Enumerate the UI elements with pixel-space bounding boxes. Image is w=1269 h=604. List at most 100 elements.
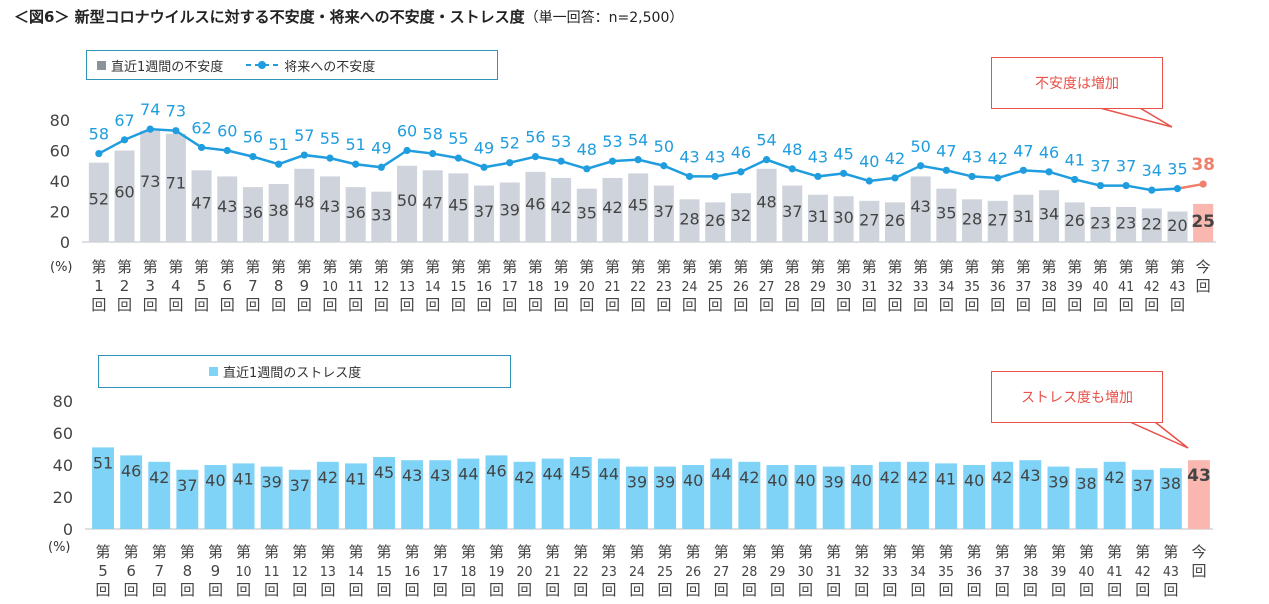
top-bar-data-label: 50 [397,191,417,210]
bottom-bar [1159,468,1182,529]
bottom-category-label: 第 34 回 [910,543,926,599]
legend-label-anxiety: 直近1週間の不安度 [111,59,224,75]
future-anxiety-data-label: 74 [140,100,160,119]
future-anxiety-point [326,154,334,162]
future-anxiety-data-label: 67 [114,111,134,130]
bottom-bar-data-label: 42 [880,468,900,487]
top-bar [576,188,597,242]
top-bar-data-label: 60 [114,183,134,202]
top-bar [1064,202,1085,242]
future-anxiety-data-label: 52 [500,134,520,153]
top-bar [88,162,109,242]
top-category-label: 第 10 回 [322,258,338,314]
top-bar-data-label: 38 [268,201,288,220]
future-anxiety-point [531,153,540,161]
top-bar [756,168,777,242]
bottom-category-label: 第 27 回 [713,543,729,599]
bottom-bar-data-label: 43 [430,466,450,485]
future-anxiety-data-label: 50 [654,137,674,156]
future-anxiety-data-label: 37 [1116,157,1136,176]
top-bar [448,173,469,242]
bottom-bar [935,463,958,529]
bottom-bar-data-label: 41 [346,469,366,488]
bottom-bar [148,461,171,529]
future-anxiety-data-label: 55 [448,129,468,148]
top-category-label: 第 14 回 [425,258,441,314]
bottom-bar-data-label: 44 [542,465,562,484]
top-bar-data-label: 47 [191,194,211,213]
bottom-category-label: 第 43 回 [1163,543,1179,599]
top-bar-data-label: 71 [166,173,186,192]
future-anxiety-point [1019,166,1027,174]
top-bar-data-label: 28 [962,210,982,229]
future-anxiety-point [429,149,437,158]
top-y-tick-label: 60 [50,142,70,161]
future-anxiety-point [814,172,822,181]
top-bar [474,185,495,242]
future-anxiety-data-label: 51 [268,135,288,154]
top-category-label: 第 39 回 [1067,258,1083,314]
top-category-label: 第 21 回 [604,258,620,314]
future-anxiety-data-label: 43 [808,147,828,166]
top-bar [140,130,161,242]
bottom-bar [1103,461,1126,529]
bottom-bar [92,447,115,529]
future-anxiety-point [146,125,154,133]
bottom-bar [232,463,255,529]
bottom-category-label: 第 35 回 [938,543,954,599]
bottom-bar-data-label: 44 [711,465,731,484]
bottom-bar-data-label: 46 [121,461,141,480]
top-category-label: 第 27 回 [759,258,775,314]
top-y-tick-label: 80 [50,111,70,130]
future-anxiety-data-label: 46 [1039,143,1059,162]
bottom-category-label: 第 21 回 [545,543,561,599]
legend-label-future: 将来への不安度 [284,59,376,75]
chart-title: ＜図6＞ 新型コロナウイルスに対する不安度・将来への不安度・ストレス度（単一回答… [14,6,683,27]
future-anxiety-data-label: 46 [731,143,751,162]
bottom-category-label: 第 37 回 [994,543,1010,599]
bottom-callout-pointer [1129,421,1189,449]
top-bar-data-label: 42 [602,198,622,217]
bottom-bar [906,461,929,529]
top-category-label: 第 31 回 [861,258,877,314]
future-anxiety-data-label: 40 [859,152,879,171]
future-anxiety-data-label: 48 [577,140,597,159]
bottom-bar-data-label: 44 [458,465,478,484]
bottom-bar [710,458,733,529]
bottom-bar [316,461,339,529]
top-bar-data-label: 45 [628,195,648,214]
top-bar [1039,190,1060,242]
bottom-bar [373,457,396,529]
top-category-label: 第 11 回 [348,258,364,314]
top-category-label: 第 34 回 [938,258,954,314]
future-anxiety-point [1148,186,1156,194]
future-anxiety-point [480,163,488,171]
top-category-label: 第 15 回 [450,258,466,314]
future-anxiety-point [634,156,642,164]
top-bar [679,199,700,242]
bottom-bar [991,461,1014,529]
top-bar-data-label: 30 [833,208,853,227]
top-bar [1116,206,1137,242]
top-callout: 不安度は増加 [991,57,1163,109]
top-bar [962,199,983,242]
top-bar-data-label: 73 [140,172,160,191]
top-category-label: 第 32 回 [887,258,903,314]
top-bar [987,200,1008,242]
bottom-bar-data-label: 45 [571,463,591,482]
top-bar-data-label: 27 [859,210,879,229]
bottom-bar-data-label: 42 [149,468,169,487]
future-anxiety-point [403,146,411,155]
future-anxiety-data-label: 43 [705,147,725,166]
top-bar [628,173,649,242]
future-anxiety-data-label: 54 [628,131,648,150]
top-bar [345,187,366,242]
bottom-bar [963,465,986,529]
future-anxiety-data-label: 58 [423,125,443,144]
bottom-bar [288,469,311,529]
top-bar [1141,208,1162,242]
bottom-category-label: 第 24 回 [629,543,645,599]
top-y-tick-label: 20 [50,203,70,222]
